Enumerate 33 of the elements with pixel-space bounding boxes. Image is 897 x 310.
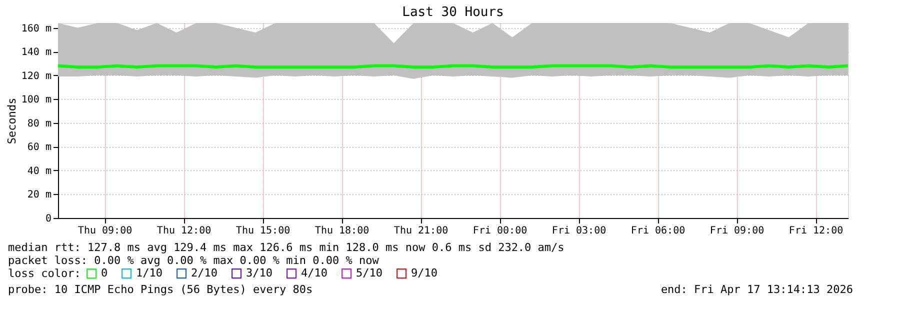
legend-title: loss color: (8, 267, 81, 280)
y-tick-label: 120 m (21, 70, 52, 82)
legend-label: 4/10 (301, 266, 328, 280)
y-tick-label: 60 m (27, 142, 52, 154)
legend-label: 0 (101, 266, 108, 280)
text: packet loss: 0.00 % avg 0.00 % max 0.00 % min 0.00 % now (8, 254, 380, 267)
legend-label: 9/10 (411, 266, 438, 280)
x-tick-label: Fri 12:00 (788, 226, 844, 236)
y-axis-title: Seconds (5, 98, 18, 144)
y-tick-label: 140 m (21, 47, 52, 58)
y-tick-label: 160 m (21, 23, 52, 34)
x-tick-label: Fri 09:00 (710, 226, 764, 236)
x-tick-label: Thu 18:00 (314, 226, 370, 236)
x-tick-label: Fri 03:00 (552, 226, 606, 236)
text: end: Fri Apr 17 13:14:13 2026 (660, 283, 853, 296)
legend-label: 1/10 (136, 266, 162, 280)
y-tick-label: 40 m (27, 166, 52, 177)
y-tick-label: 20 m (27, 190, 52, 201)
x-tick-label: Fri 00:00 (472, 226, 528, 236)
chart-title: Last 30 Hours (402, 4, 504, 20)
x-tick-label: Thu 09:00 (78, 226, 132, 236)
legend-label: 5/10 (356, 266, 382, 280)
text: median rtt: 127.8 ms avg 129.4 ms max 126.6 ms min 128.0 ms now 0.6 ms sd 232.0 am/s (8, 241, 564, 254)
text: probe: 10 ICMP Echo Pings (56 Bytes) every 80s (8, 283, 313, 296)
y-tick-label: 0 (45, 214, 52, 224)
x-tick-label: Fri 06:00 (630, 226, 686, 236)
x-tick-label: Thu 12:00 (156, 226, 212, 236)
legend-label: 3/10 (246, 266, 272, 280)
y-tick-label: 100 m (21, 94, 52, 106)
legend-label: 2/10 (191, 266, 218, 280)
x-tick-label: Thu 21:00 (394, 226, 448, 236)
x-tick-label: Thu 15:00 (236, 226, 290, 236)
y-tick-label: 80 m (27, 118, 52, 130)
